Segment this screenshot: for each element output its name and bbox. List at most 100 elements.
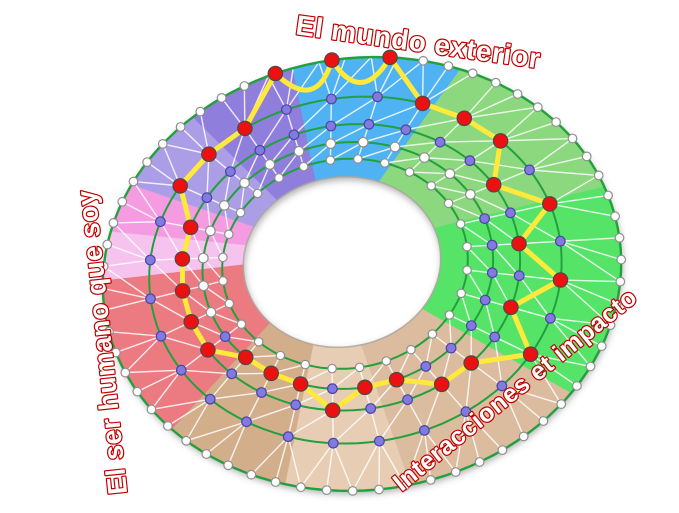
node-outer-49[interactable]	[102, 239, 113, 250]
node-r4-0[interactable]	[326, 93, 337, 105]
node-inner-3[interactable]	[404, 167, 415, 177]
node-inner-20[interactable]	[224, 298, 235, 309]
node-r2-12[interactable]	[420, 361, 432, 372]
node-r4-19[interactable]	[175, 364, 187, 376]
node-r3-16[interactable]	[290, 399, 302, 411]
node-outer-37[interactable]	[223, 460, 234, 471]
node-inner-1[interactable]	[353, 154, 363, 164]
node-r4-4[interactable]	[492, 133, 509, 149]
node-outer-45[interactable]	[103, 326, 114, 337]
node-outer-5[interactable]	[467, 68, 478, 79]
node-r2-24[interactable]	[218, 199, 230, 211]
node-r2-4[interactable]	[444, 168, 456, 180]
node-r2-6[interactable]	[479, 213, 491, 225]
node-inner-9[interactable]	[456, 288, 466, 299]
node-inner-2[interactable]	[379, 158, 390, 168]
node-r2-27[interactable]	[293, 145, 305, 157]
node-r3-18[interactable]	[226, 368, 238, 380]
node-r3-15[interactable]	[324, 402, 341, 419]
node-outer-39[interactable]	[181, 435, 192, 446]
node-r3-3[interactable]	[434, 136, 446, 148]
node-r2-0[interactable]	[325, 138, 337, 150]
node-outer-55[interactable]	[175, 122, 186, 132]
node-inner-0[interactable]	[325, 155, 336, 165]
node-inner-14[interactable]	[354, 362, 365, 373]
node-inner-15[interactable]	[327, 363, 337, 374]
node-outer-41[interactable]	[146, 404, 157, 415]
node-r3-14[interactable]	[365, 403, 377, 414]
node-r2-11[interactable]	[445, 342, 457, 354]
node-r4-8[interactable]	[552, 272, 569, 288]
node-inner-5[interactable]	[443, 198, 454, 209]
node-r3-9[interactable]	[503, 299, 519, 316]
node-r3-13[interactable]	[402, 394, 414, 406]
node-outer-44[interactable]	[110, 347, 121, 358]
node-inner-11[interactable]	[427, 329, 438, 339]
node-outer-10[interactable]	[567, 133, 578, 144]
node-outer-38[interactable]	[201, 449, 212, 459]
node-r3-17[interactable]	[256, 387, 267, 398]
node-r3-27[interactable]	[288, 129, 300, 141]
node-inner-6[interactable]	[455, 219, 466, 229]
node-r3-7[interactable]	[511, 235, 527, 252]
node-outer-53[interactable]	[142, 157, 153, 168]
node-outer-58[interactable]	[239, 81, 250, 91]
node-outer-15[interactable]	[614, 232, 625, 243]
node-inner-12[interactable]	[406, 344, 416, 355]
node-outer-19[interactable]	[605, 320, 616, 331]
node-outer-24[interactable]	[538, 416, 549, 426]
node-outer-35[interactable]	[270, 477, 281, 487]
node-outer-28[interactable]	[450, 467, 461, 477]
node-r4-20[interactable]	[155, 330, 167, 342]
node-outer-7[interactable]	[512, 89, 523, 99]
node-r3-21[interactable]	[174, 283, 191, 299]
node-outer-51[interactable]	[117, 196, 128, 207]
node-outer-26[interactable]	[497, 445, 508, 456]
node-outer-56[interactable]	[195, 106, 206, 117]
node-inner-10[interactable]	[444, 310, 455, 320]
node-r2-10[interactable]	[465, 320, 477, 332]
node-outer-52[interactable]	[128, 176, 139, 187]
node-outer-50[interactable]	[108, 217, 119, 228]
node-r4-18[interactable]	[204, 393, 216, 405]
node-r3-8[interactable]	[513, 270, 525, 282]
node-r3-20[interactable]	[183, 313, 199, 330]
node-inner-18[interactable]	[253, 336, 264, 347]
node-r2-23[interactable]	[204, 225, 216, 237]
node-r4-17[interactable]	[241, 416, 252, 428]
node-r4-16[interactable]	[282, 431, 294, 443]
node-r3-5[interactable]	[485, 176, 502, 193]
node-r3-6[interactable]	[505, 207, 516, 219]
node-r2-9[interactable]	[479, 294, 491, 306]
node-outer-48[interactable]	[98, 261, 109, 272]
node-outer-14[interactable]	[610, 211, 620, 222]
node-outer-red-0[interactable]	[324, 52, 340, 68]
node-r3-26[interactable]	[254, 144, 266, 156]
node-outer-29[interactable]	[425, 475, 436, 485]
node-outer-20[interactable]	[596, 341, 607, 352]
node-outer-22[interactable]	[572, 381, 582, 391]
node-r4-9[interactable]	[545, 312, 556, 324]
node-r4-7[interactable]	[554, 235, 566, 247]
node-r4-15[interactable]	[327, 437, 339, 449]
node-outer-9[interactable]	[551, 117, 561, 127]
node-r4-5[interactable]	[524, 164, 535, 176]
node-inner-17[interactable]	[275, 350, 286, 361]
node-r3-23[interactable]	[182, 219, 199, 236]
node-outer-4[interactable]	[443, 61, 454, 71]
node-outer-32[interactable]	[347, 486, 358, 496]
node-r3-1[interactable]	[363, 118, 375, 130]
node-r2-22[interactable]	[197, 252, 209, 264]
node-outer-red-1[interactable]	[382, 49, 398, 66]
node-outer-16[interactable]	[616, 254, 627, 265]
node-inner-8[interactable]	[462, 265, 472, 275]
node-outer-red-2[interactable]	[267, 65, 284, 82]
node-outer-42[interactable]	[132, 386, 143, 397]
node-outer-17[interactable]	[615, 276, 626, 287]
node-outer-21[interactable]	[585, 361, 596, 372]
node-r2-7[interactable]	[486, 239, 498, 251]
node-r2-26[interactable]	[264, 159, 276, 170]
node-inner-13[interactable]	[381, 356, 392, 366]
node-r4-25[interactable]	[201, 146, 217, 162]
node-r2-21[interactable]	[198, 280, 209, 292]
